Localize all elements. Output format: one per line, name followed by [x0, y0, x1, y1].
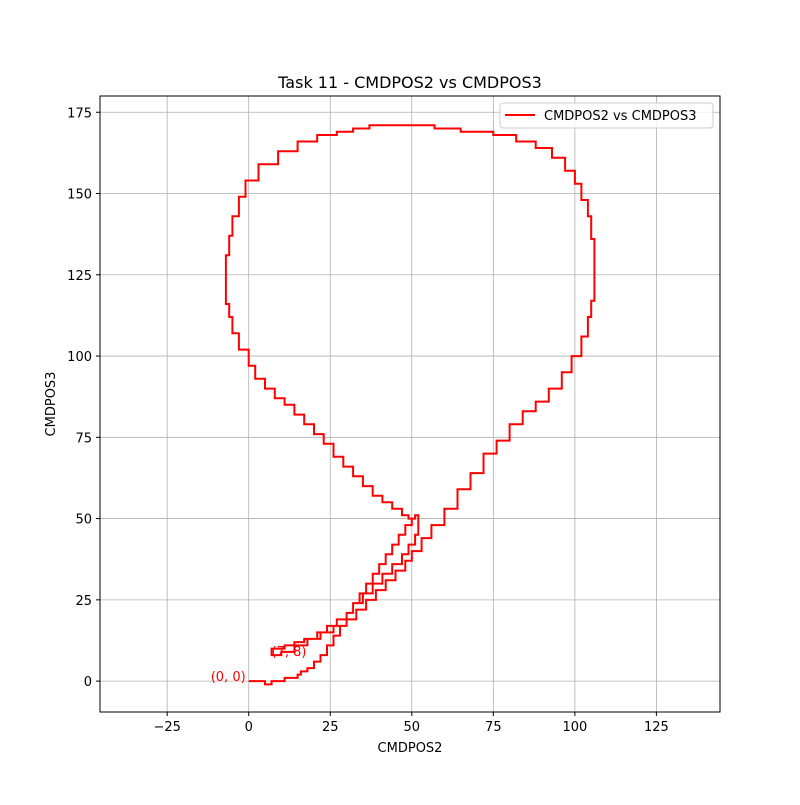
y-tick-label: 150 — [67, 188, 92, 203]
point-annotation: (7, 8) — [272, 645, 307, 660]
x-tick-label: 75 — [485, 720, 502, 735]
legend: CMDPOS2 vs CMDPOS3 — [499, 102, 714, 129]
annotations: (0, 0) (7, 8) — [211, 645, 307, 685]
x-tick-label: 50 — [404, 720, 421, 735]
y-tick-label: 100 — [67, 350, 92, 365]
legend-box — [499, 102, 714, 129]
legend-label: CMDPOS2 vs CMDPOS3 — [544, 109, 697, 124]
ticks: −25 0 25 50 75 100 125 0 25 50 75 100 125 150 175 — [67, 106, 669, 735]
x-tick-label: −25 — [153, 720, 180, 735]
series-line — [224, 124, 596, 686]
series-layer — [224, 124, 596, 686]
x-axis-label: CMDPOS2 — [378, 741, 443, 756]
x-tick-label: 125 — [644, 720, 669, 735]
y-tick-label: 75 — [75, 431, 92, 446]
y-tick-label: 25 — [75, 594, 92, 609]
x-tick-label: 25 — [322, 720, 339, 735]
chart-title: Task 11 - CMDPOS2 vs CMDPOS3 — [277, 73, 542, 92]
y-tick-label: 125 — [67, 269, 92, 284]
x-tick-label: 100 — [562, 720, 587, 735]
y-tick-label: 175 — [67, 106, 92, 121]
y-axis-label: CMDPOS3 — [44, 372, 59, 437]
y-tick-label: 50 — [75, 513, 92, 528]
point-annotation: (0, 0) — [211, 670, 246, 685]
plot-frame — [99, 95, 721, 713]
y-tick-label: 0 — [84, 675, 92, 690]
x-tick-label: 0 — [245, 720, 253, 735]
